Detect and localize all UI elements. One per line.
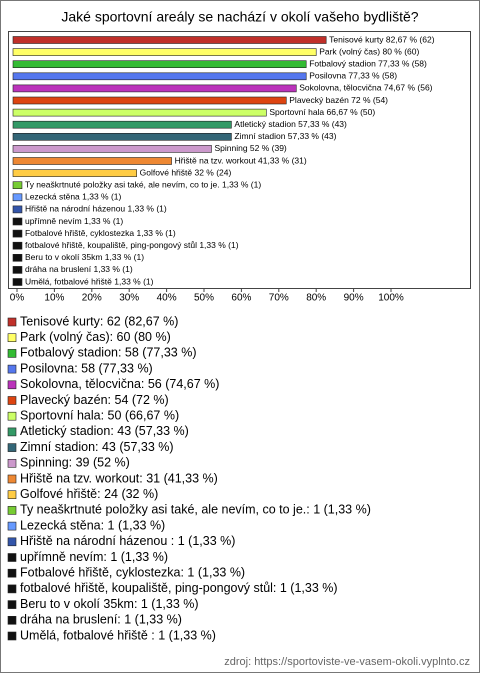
bar xyxy=(12,266,23,274)
bar-label: Fotbalový stadion 77,33 % (58) xyxy=(309,58,427,68)
bar-label: Spinning 52 % (39) xyxy=(214,143,286,153)
legend-label: Sokolovna, tělocvična: 56 (74,67 %) xyxy=(20,377,219,391)
bar xyxy=(12,108,267,117)
bar xyxy=(12,157,172,165)
bar-label: Posilovna 77,33 % (58) xyxy=(309,71,397,81)
legend-swatch xyxy=(7,631,17,641)
source: zdroj: https://sportoviste-ve-vasem-okol… xyxy=(224,656,470,668)
bar xyxy=(12,169,137,177)
bar-label: Ty neaškrtnuté položky asi také, ale nev… xyxy=(25,179,261,189)
bar xyxy=(12,193,23,202)
bar xyxy=(12,241,23,250)
bar xyxy=(12,133,232,141)
legend-swatch xyxy=(7,317,17,327)
legend-swatch xyxy=(7,600,17,609)
bar-label: Zimní stadion 57,33 % (43) xyxy=(234,131,336,141)
bar-label: Hřiště na tzv. workout 41,33 % (31) xyxy=(175,155,307,165)
x-tick-label: 10% xyxy=(44,293,64,304)
x-tick-label: 80% xyxy=(306,293,326,304)
bar xyxy=(12,84,297,93)
legend-label: Zimní stadion: 43 (57,33 %) xyxy=(20,440,174,454)
bar-label: Lezecká stěna 1,33 % (1) xyxy=(25,192,122,202)
bar xyxy=(12,254,23,262)
bar xyxy=(12,229,23,238)
legend-swatch xyxy=(7,490,17,500)
legend-label: Spinning: 39 (52 %) xyxy=(20,456,130,470)
x-tick-label: 90% xyxy=(344,293,364,304)
x-tick-label: 0% xyxy=(10,293,25,304)
x-tick-label: 70% xyxy=(269,293,289,304)
legend-label: Hřiště na tzv. workout: 31 (41,33 %) xyxy=(20,471,218,485)
bar-label: Sokolovna, tělocvična 74,67 % (56) xyxy=(299,83,432,93)
legend-swatch xyxy=(7,506,17,515)
bar xyxy=(12,181,23,189)
bar xyxy=(12,72,307,81)
legend-label: Park (volný čas): 60 (80 %) xyxy=(20,330,171,344)
x-tick-label: 100% xyxy=(378,293,404,304)
legend-label: Sportovní hala: 50 (66,67 %) xyxy=(20,408,179,422)
bar xyxy=(12,120,232,129)
bar-label: Fotbalové hřiště, cyklostezka 1,33 % (1) xyxy=(25,228,176,238)
legend-label: Ty neaškrtnuté položky asi také, ale nev… xyxy=(20,503,371,517)
legend-swatch xyxy=(7,396,17,405)
legend-label: Fotbalový stadion: 58 (77,33 %) xyxy=(20,346,197,360)
legend-swatch xyxy=(7,537,17,547)
bar-label: Atletický stadion 57,33 % (43) xyxy=(234,119,347,129)
legend-swatch xyxy=(7,349,17,358)
legend-swatch xyxy=(7,458,17,468)
legend-label: Fotbalové hřiště, cyklostezka: 1 (1,33 %… xyxy=(20,565,245,579)
legend-swatch xyxy=(7,411,17,421)
legend-label: Plavecký bazén: 54 (72 %) xyxy=(20,393,169,407)
bar xyxy=(12,60,307,69)
bar-label: Sportovní hala 66,67 % (50) xyxy=(269,107,375,117)
legend-swatch xyxy=(7,333,17,343)
legend-label: Golfové hřiště: 24 (32 %) xyxy=(20,487,158,501)
x-tick-label: 20% xyxy=(82,293,102,304)
bar xyxy=(12,145,212,153)
bar xyxy=(12,278,23,286)
legend-label: fotbalové hřiště, koupaliště, ping-pongo… xyxy=(20,581,338,595)
bar-label: fotbalové hřiště, koupaliště, ping-pongo… xyxy=(25,240,239,250)
legend-label: Lezecká stěna: 1 (1,33 %) xyxy=(20,518,165,532)
x-tick-label: 60% xyxy=(231,293,251,304)
legend-label: dráha na bruslení: 1 (1,33 %) xyxy=(20,613,182,627)
legend-swatch xyxy=(7,474,17,484)
bar-label: Golfové hřiště 32 % (24) xyxy=(140,167,232,177)
bar-label: upřímně nevím 1,33 % (1) xyxy=(25,216,123,226)
legend-label: Tenisové kurty: 62 (82,67 %) xyxy=(20,314,178,328)
legend-swatch xyxy=(7,443,17,452)
legend-label: Hřiště na národní házenou : 1 (1,33 %) xyxy=(20,534,235,548)
legend-label: upřímně nevím: 1 (1,33 %) xyxy=(20,550,168,564)
bar-label: dráha na bruslení 1,33 % (1) xyxy=(25,264,133,274)
legend-label: Beru to v okolí 35km: 1 (1,33 %) xyxy=(20,597,199,611)
legend-swatch xyxy=(7,584,17,594)
legend-swatch xyxy=(7,427,17,437)
bar-label: Umělá, fotbalové hřiště 1,33 % (1) xyxy=(25,276,154,286)
bar-label: Park (volný čas) 80 % (60) xyxy=(319,46,419,56)
legend-label: Atletický stadion: 43 (57,33 %) xyxy=(20,424,189,438)
bar-label: Tenisové kurty 82,67 % (62) xyxy=(329,34,435,44)
legend-swatch xyxy=(7,380,17,390)
plot-frame xyxy=(8,31,471,289)
bar-label: Plavecký bazén 72 % (54) xyxy=(289,95,388,105)
chart-title: Jaké sportovní areály se nachází v okolí… xyxy=(61,9,418,25)
legend-swatch xyxy=(7,568,17,578)
bar xyxy=(12,205,23,214)
x-tick-label: 30% xyxy=(119,293,139,304)
legend-swatch xyxy=(7,615,17,625)
legend-swatch xyxy=(7,553,17,562)
bar xyxy=(12,217,23,226)
bar-label: Beru to v okolí 35km 1,33 % (1) xyxy=(25,252,144,262)
x-tick-label: 50% xyxy=(194,293,214,304)
bar xyxy=(12,96,287,105)
legend-swatch xyxy=(7,364,17,374)
x-tick-label: 40% xyxy=(157,293,177,304)
bar xyxy=(12,48,317,56)
legend-label: Umělá, fotbalové hřiště : 1 (1,33 %) xyxy=(20,628,216,642)
legend-label: Posilovna: 58 (77,33 %) xyxy=(20,361,153,375)
bar-label: Hřiště na národní házenou 1,33 % (1) xyxy=(25,204,167,214)
bar xyxy=(12,36,327,44)
legend-swatch xyxy=(7,521,17,531)
